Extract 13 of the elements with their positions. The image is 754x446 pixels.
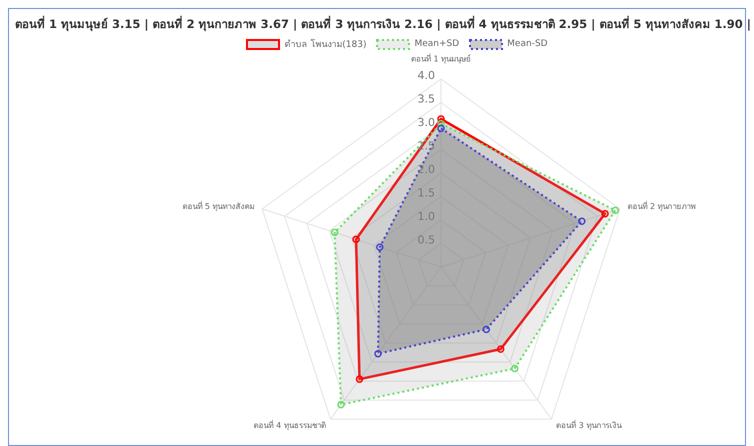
y-tick-label: 3.5	[418, 92, 435, 106]
y-tick-label: 4.0	[418, 69, 435, 82]
spoke-label: ตอนที่ 1 ทุนมนุษย์	[410, 52, 472, 64]
spoke-label: ตอนที่ 5 ทุนทางสังคม	[182, 200, 255, 211]
spoke-label: ตอนที่ 4 ทุนธรรมชาติ	[254, 419, 326, 430]
y-tick-label: 3.0	[418, 116, 435, 129]
legend-label: Mean+SD	[414, 39, 460, 49]
spoke-label: ตอนที่ 2 ทุนกายภาพ	[627, 200, 696, 211]
chart-title: ตอนที่ 1 ทุนมนุษย์ 3.15 | ตอนที่ 2 ทุนกายภาพ 3.67 | ตอนที่ 3 ทุนการเงิน 2.16 | ตอนที่ 4 ทุนธรรมชาติ 2.95 | ตอนที่ 5 ทุนทางสังคม 1.90 |	[14, 14, 751, 34]
legend-label: Mean-SD	[507, 39, 548, 49]
y-tick-label: 2.0	[418, 163, 435, 176]
legend-label: ตำบล โพนงาม(183)	[284, 38, 366, 51]
spoke-label: ตอนที่ 3 ทุนการเงิน	[556, 419, 622, 430]
